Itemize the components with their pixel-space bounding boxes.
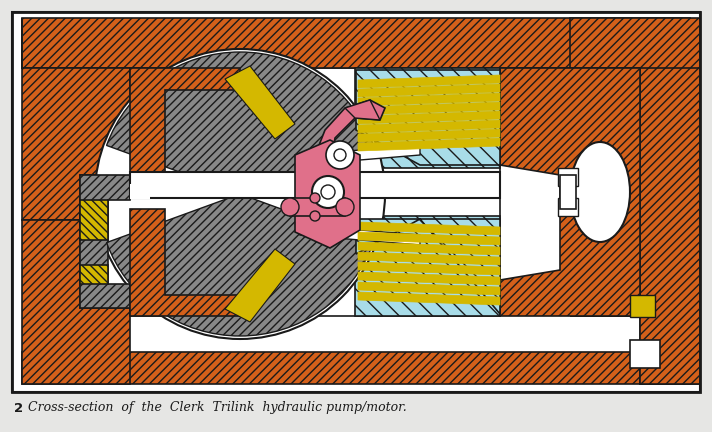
Bar [130,184,150,199]
Polygon shape [358,84,500,97]
Polygon shape [310,100,385,170]
Polygon shape [80,200,108,240]
Bar [130,68,500,316]
Polygon shape [80,265,108,284]
Circle shape [310,193,320,203]
Polygon shape [570,220,700,384]
Polygon shape [345,100,380,120]
Bar [22,352,690,384]
Bar [22,18,690,68]
Bar [12,12,700,392]
Polygon shape [358,222,500,235]
Bar [558,168,578,186]
Bar [560,175,576,209]
Polygon shape [295,140,360,248]
Polygon shape [500,68,640,316]
Polygon shape [358,292,500,305]
Circle shape [336,198,354,216]
Polygon shape [358,93,500,106]
Bar [355,68,500,168]
Circle shape [334,149,346,161]
Circle shape [95,49,385,339]
Bar [630,340,660,368]
Bar [130,172,500,198]
Polygon shape [130,209,240,316]
Polygon shape [358,102,500,115]
Circle shape [310,211,320,221]
Polygon shape [300,145,420,165]
Polygon shape [358,262,500,275]
Circle shape [312,176,344,208]
Polygon shape [570,18,700,220]
Circle shape [281,198,299,216]
Polygon shape [358,252,500,265]
Circle shape [321,185,335,199]
Polygon shape [358,232,500,245]
Polygon shape [356,70,500,165]
Polygon shape [225,249,295,322]
Polygon shape [358,272,500,285]
Bar [12,12,700,392]
Polygon shape [358,129,500,142]
Polygon shape [358,75,500,88]
Polygon shape [225,66,295,139]
Bar [630,295,655,317]
Text: Cross-section  of  the  Clerk  Trilink  hydraulic pump/motor.: Cross-section of the Clerk Trilink hydra… [28,401,407,414]
Polygon shape [358,242,500,255]
Text: 2: 2 [14,401,23,414]
Bar [290,198,345,216]
Polygon shape [130,68,240,175]
Bar [558,198,578,216]
Polygon shape [358,282,500,295]
Polygon shape [22,220,130,384]
Polygon shape [80,175,130,308]
Circle shape [326,141,354,169]
Ellipse shape [570,142,630,242]
Polygon shape [640,68,700,384]
Polygon shape [358,120,500,133]
Wedge shape [107,52,373,194]
Polygon shape [300,225,420,245]
Bar [355,216,500,316]
Polygon shape [358,111,500,124]
Polygon shape [356,219,500,314]
Wedge shape [107,194,373,336]
Polygon shape [358,138,500,151]
Polygon shape [22,18,130,220]
